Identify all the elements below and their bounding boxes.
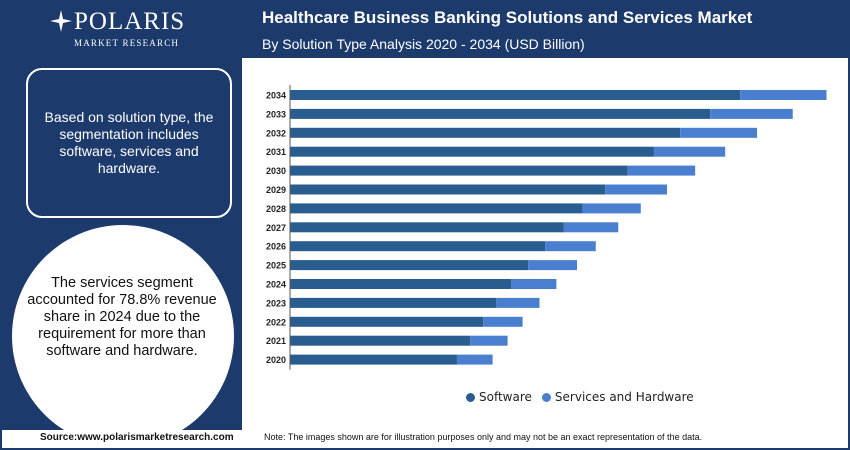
- brand-tagline: MARKET RESEARCH: [74, 38, 180, 48]
- bar-software: [290, 108, 711, 119]
- y-tick-label: 2031: [266, 147, 286, 157]
- highlight-circle: [12, 225, 234, 447]
- bar-services-hardware: [456, 354, 493, 365]
- bar-services-hardware: [496, 297, 540, 308]
- legend-services-swatch: [541, 392, 551, 402]
- bar-software: [290, 146, 654, 157]
- footer-band: [2, 430, 848, 448]
- legend-software-swatch: [466, 392, 475, 402]
- bar-services-hardware: [653, 146, 726, 157]
- legend-services-label: Services and Hardware: [554, 390, 694, 404]
- bar-software: [290, 279, 512, 289]
- bar-services-hardware: [740, 90, 827, 100]
- bar-software: [290, 90, 741, 100]
- bar-services-hardware: [470, 335, 508, 346]
- bar-software: [290, 354, 457, 365]
- bar-services-hardware: [563, 222, 619, 233]
- bar-software: [290, 127, 681, 138]
- chart-legend: Software Services and Hardware: [466, 390, 704, 404]
- disclaimer-note: Note: The images shown are for illustrat…: [264, 432, 703, 442]
- bar-software: [290, 316, 484, 327]
- y-tick-label: 2022: [266, 317, 286, 327]
- bar-services-hardware: [545, 241, 596, 252]
- y-tick-label: 2023: [266, 298, 286, 308]
- bar-software: [290, 165, 628, 176]
- y-tick-label: 2032: [266, 128, 286, 138]
- y-tick-label: 2034: [266, 91, 286, 101]
- info-box: Based on solution type, the segmentation…: [26, 68, 232, 218]
- bar-services-hardware: [483, 316, 523, 327]
- legend-software-label: Software: [479, 390, 532, 404]
- bar-software: [290, 260, 529, 271]
- bar-services-hardware: [710, 108, 793, 119]
- bar-software: [290, 297, 497, 308]
- bar-software: [290, 222, 564, 233]
- header-band: [242, 2, 848, 58]
- y-tick-label: 2030: [266, 166, 286, 176]
- highlight-text: The services segment accounted for 78.8%…: [27, 275, 217, 359]
- logo-star-icon: [50, 10, 72, 32]
- bar-software: [290, 335, 471, 346]
- bar-chart: 2034 2033 2032 2031 2030 2029 2028 2027 2026 2025…: [266, 85, 827, 370]
- page-title: Healthcare Business Banking Solutions an…: [262, 8, 753, 27]
- info-text: Based on solution type, the segmentation…: [44, 109, 214, 176]
- bar-software: [290, 203, 583, 214]
- bar-services-hardware: [511, 279, 557, 289]
- source-text: Source:www.polarismarketresearch.com: [40, 432, 234, 443]
- y-tick-label: 2033: [266, 109, 286, 119]
- bar-software: [290, 184, 606, 195]
- y-tick-label: 2025: [266, 261, 286, 271]
- y-tick-label: 2029: [266, 185, 286, 195]
- y-tick-label: 2020: [266, 355, 286, 365]
- bar-services-hardware: [528, 260, 578, 271]
- bar-services-hardware: [605, 184, 668, 195]
- y-tick-label: 2026: [266, 242, 286, 252]
- y-tick-label: 2021: [266, 336, 286, 346]
- page-subtitle: By Solution Type Analysis 2020 - 2034 (U…: [262, 36, 585, 52]
- bar-software: [290, 241, 546, 252]
- brand-logo: POLARIS: [74, 8, 186, 35]
- bar-services-hardware: [680, 127, 758, 138]
- y-tick-label: 2027: [266, 223, 286, 233]
- legend-item-services-hardware: Services and Hardware: [541, 390, 694, 404]
- bar-services-hardware: [582, 203, 641, 214]
- y-tick-label: 2024: [266, 280, 286, 290]
- y-tick-label: 2028: [266, 204, 286, 214]
- bar-services-hardware: [627, 165, 696, 176]
- legend-item-software: Software: [466, 390, 532, 404]
